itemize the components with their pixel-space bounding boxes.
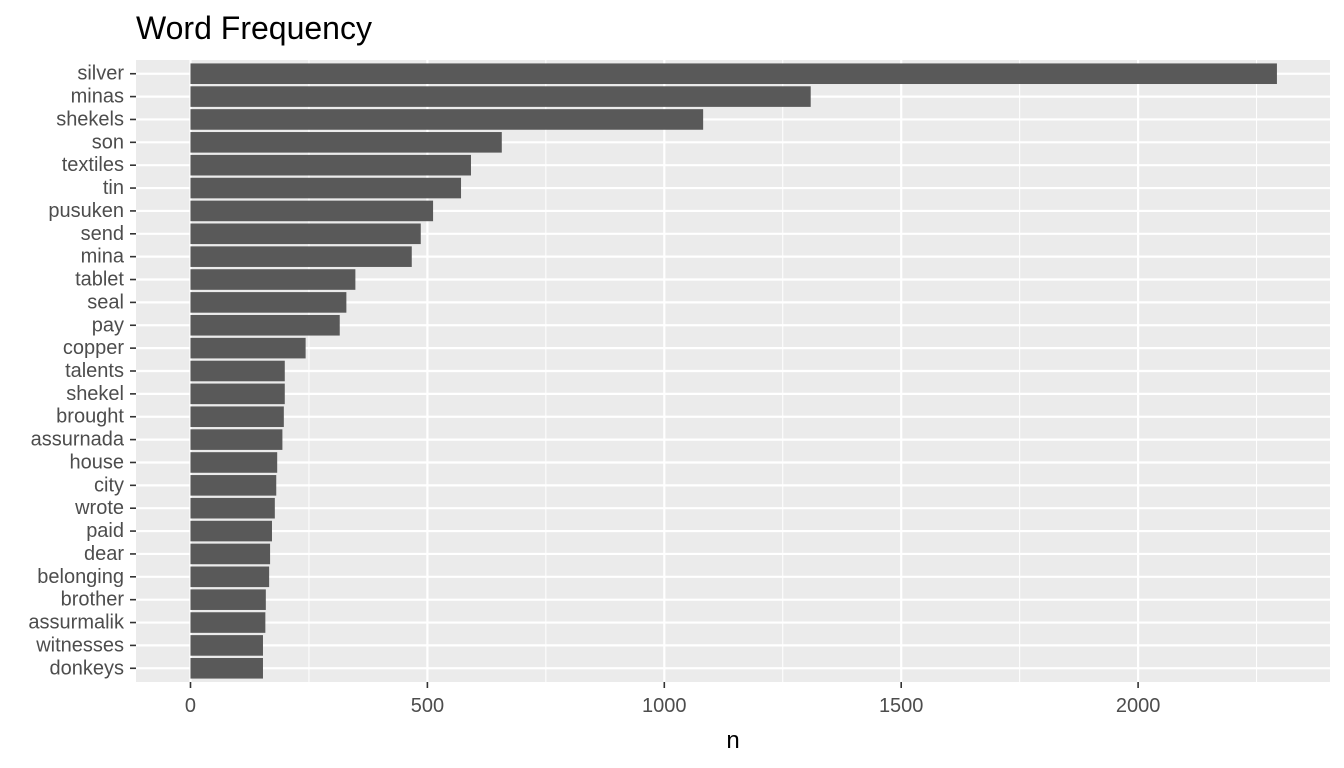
bar-tablet (190, 269, 356, 290)
y-tick-label: send (81, 223, 124, 245)
x-tick-label: 1000 (642, 695, 687, 717)
bar-send (190, 223, 421, 245)
x-tick-label: 1500 (879, 695, 924, 717)
y-tick-label: talents (65, 360, 124, 382)
y-tick-label: brother (61, 589, 125, 611)
bar-copper (190, 337, 306, 359)
bar-dear (190, 543, 271, 565)
bar-paid (190, 520, 272, 542)
x-tick-label: 0 (185, 695, 196, 717)
bar-city (190, 475, 277, 496)
y-tick-label: copper (63, 337, 124, 359)
y-tick-label: assurmalik (28, 612, 125, 634)
y-tick-label: shekels (56, 108, 124, 130)
bar-silver (190, 63, 1277, 85)
bar-belonging (190, 566, 270, 588)
x-tick-label: 500 (411, 695, 444, 717)
y-tick-label: pusuken (48, 200, 124, 222)
bar-minas (190, 86, 811, 107)
y-tick-label: silver (77, 63, 124, 85)
y-tick-label: minas (71, 86, 124, 108)
x-axis-label: n (726, 727, 739, 754)
y-tick-label: pay (92, 314, 124, 336)
bar-son (190, 132, 502, 153)
bar-seal (190, 292, 347, 313)
bar-talents (190, 360, 285, 382)
y-tick-label: seal (87, 291, 124, 313)
bar-shekels (190, 109, 704, 130)
bar-brother (190, 589, 266, 610)
y-tick-label: son (92, 131, 124, 153)
y-tick-label: house (70, 451, 125, 473)
x-axis: 0 500 1000 1500 2000 (185, 682, 1160, 717)
y-tick-label: mina (81, 246, 125, 268)
y-tick-label: donkeys (50, 657, 125, 679)
bar-wrote (190, 497, 275, 519)
x-tick-label: 2000 (1116, 695, 1161, 717)
y-tick-label: belonging (37, 566, 124, 588)
bars (190, 63, 1277, 679)
y-axis: silverminasshekelssontextilestinpusukens… (28, 63, 136, 679)
y-tick-label: witnesses (35, 634, 124, 656)
y-tick-label: wrote (74, 497, 124, 519)
bar-witnesses (190, 635, 263, 656)
y-tick-label: tin (103, 177, 124, 199)
y-tick-label: textiles (62, 154, 124, 176)
bar-brought (190, 406, 284, 428)
y-tick-label: city (94, 474, 124, 496)
bar-house (190, 452, 278, 473)
bar-shekel (190, 383, 285, 405)
bar-assurmalik (190, 612, 266, 633)
y-tick-label: assurnada (31, 429, 125, 451)
bar-assurnada (190, 429, 283, 450)
y-tick-label: brought (56, 406, 124, 428)
y-tick-label: tablet (75, 269, 124, 291)
bar-pay (190, 314, 340, 336)
bar-donkeys (190, 657, 263, 679)
y-tick-label: paid (86, 520, 124, 542)
bar-tin (190, 177, 462, 199)
y-tick-label: dear (84, 543, 124, 565)
chart-title: Word Frequency (136, 10, 372, 46)
bar-mina (190, 246, 412, 267)
bar-pusuken (190, 200, 434, 222)
bar-textiles (190, 154, 471, 176)
y-tick-label: shekel (66, 383, 124, 405)
